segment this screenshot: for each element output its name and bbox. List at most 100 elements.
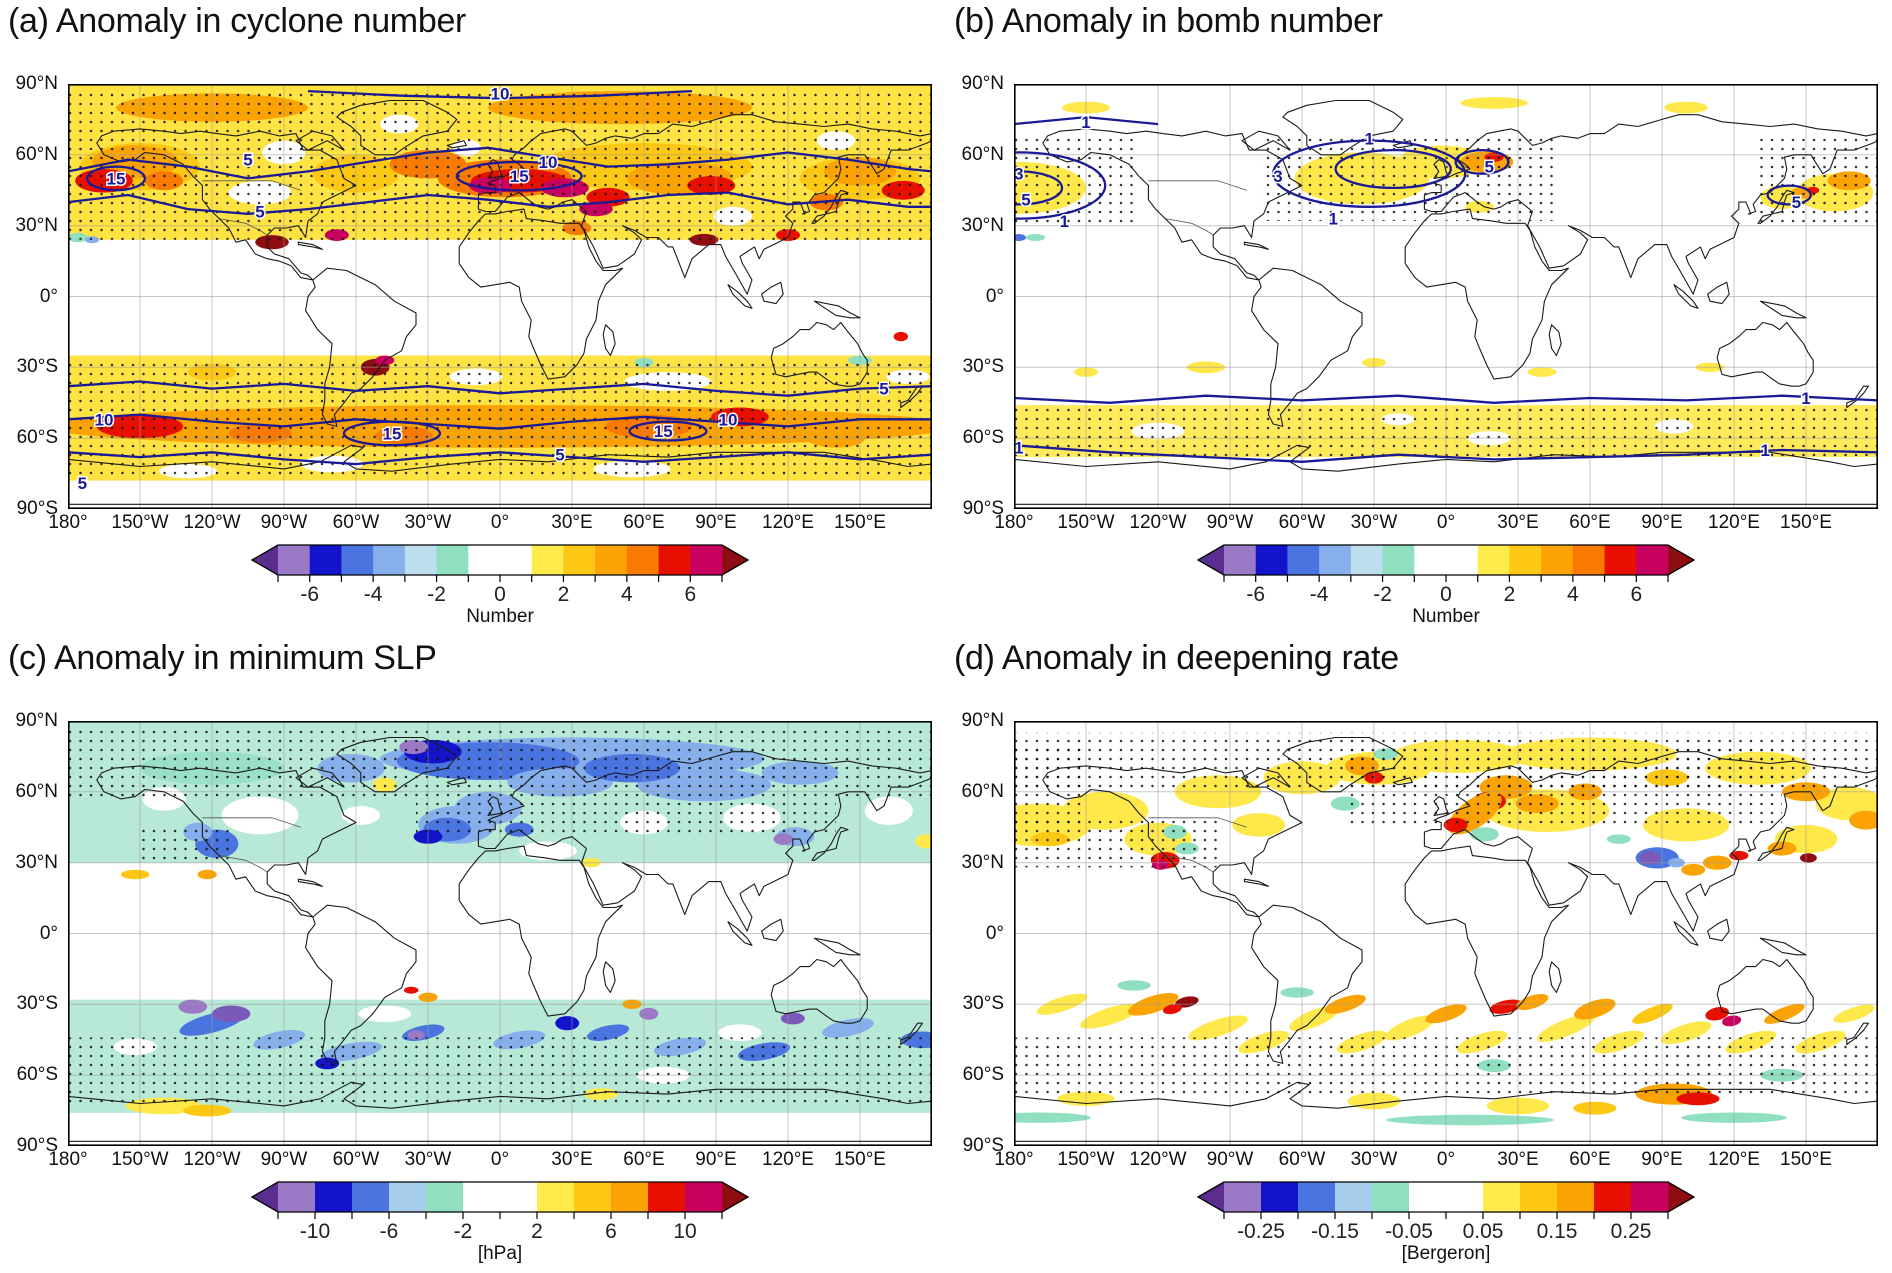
lon-tick-label: 30°E <box>1497 1149 1539 1170</box>
colorbar-tick-label: -0.15 <box>1311 1220 1359 1243</box>
lon-tick-label: 60°W <box>1278 512 1326 533</box>
lon-axis: 180° 150°W 120°W 90°W 60°W 30°W 0° 30°E 60°E 90°E… <box>994 1149 1878 1173</box>
lon-tick-label: 30°E <box>1497 512 1539 533</box>
colorbar-tick-label: 6 <box>605 1220 617 1243</box>
lat-axis: 90°N 60°N 30°N 0° 30°S 60°S 90°S <box>946 710 1008 1156</box>
lat-tick-label: 90°N <box>961 710 1004 731</box>
colorbar-tick-label: -2 <box>1373 583 1392 606</box>
lon-tick-label: 30°W <box>404 1149 452 1170</box>
panel-title: (b) Anomaly in bomb number <box>954 2 1383 40</box>
contour-label: 5 <box>78 474 87 493</box>
map-panel-a: 10 5 15 10 15 5 10 10 15 15 5 5 5 <box>68 84 932 509</box>
contour-label: 5 <box>555 446 564 465</box>
map-panel-b: 1 5 3 3 1 5 1 1 5 1 1 1 <box>1014 84 1878 509</box>
contour-label: 10 <box>719 410 738 429</box>
lon-tick-label: 30°W <box>1350 1149 1398 1170</box>
lon-tick-label: 0° <box>1436 512 1456 533</box>
panel-c: (c) Anomaly in minimum SLP 90°N 60°N 30°N 0… <box>0 637 946 1273</box>
contour-label: 1 <box>1081 113 1090 132</box>
lon-axis: 180° 150°W 120°W 90°W 60°W 30°W 0° 30°E 60°E 90°E… <box>48 512 932 536</box>
colorbar-unit-label: [Bergeron] <box>1401 1243 1491 1264</box>
lon-tick-label: 0° <box>1436 1149 1456 1170</box>
colorbar-tick-label: 0 <box>1440 583 1452 606</box>
contour-label: 10 <box>491 84 510 103</box>
lon-tick-label: 180° <box>48 512 88 533</box>
map-container <box>1014 721 1878 1146</box>
contour-label: 1 <box>1060 212 1069 231</box>
lat-tick-label: 90°N <box>15 710 58 731</box>
colorbar-panel-b: -6 -4 -2 0 2 4 6 <box>1196 544 1696 606</box>
contour-label: 1 <box>1328 210 1337 229</box>
colorbar-tick-label: 0.25 <box>1611 1220 1652 1243</box>
colorbar-panel-a: -6 -4 -2 0 2 4 6 <box>250 544 750 606</box>
colorbar-tick-label: 10 <box>673 1220 696 1243</box>
lon-tick-label: 180° <box>48 1149 88 1170</box>
colorbar-container: -6 -4 -2 0 2 4 6 <box>1196 543 1696 607</box>
contour-label: 1 <box>1801 389 1810 408</box>
colorbar-container: -10 -6 -2 2 6 10 <box>250 1180 750 1244</box>
contour-label: 1 <box>1760 441 1769 460</box>
lat-tick-label: 90°S <box>962 1135 1004 1156</box>
lat-tick-label: 30°N <box>961 851 1004 873</box>
contour-label: 1 <box>1364 129 1373 148</box>
lon-tick-label: 90°W <box>1206 1149 1254 1170</box>
lat-tick-label: 0° <box>39 285 58 307</box>
lon-tick-label: 60°E <box>623 1149 665 1170</box>
colorbar-unit-label: Number <box>466 606 534 627</box>
lon-tick-label: 90°E <box>695 512 737 533</box>
lon-tick-label: 60°E <box>623 512 665 533</box>
lon-tick-label: 120°E <box>762 1149 814 1170</box>
lon-tick-label: 150°W <box>111 512 169 533</box>
lat-tick-label: 60°S <box>962 1064 1004 1086</box>
contour-label: 3 <box>1014 165 1023 184</box>
colorbar-tick-label: -2 <box>427 583 446 606</box>
lon-tick-label: 150°E <box>834 1149 886 1170</box>
lon-tick-label: 60°W <box>332 1149 380 1170</box>
lon-tick-label: 150°E <box>1780 1149 1832 1170</box>
lon-tick-label: 90°W <box>1206 512 1254 533</box>
map-container: 10 5 15 10 15 5 10 10 15 15 5 5 5 <box>68 84 932 509</box>
contour-label: 15 <box>510 167 529 186</box>
map-container: 1 5 3 3 1 5 1 1 5 1 1 1 <box>1014 84 1878 509</box>
lon-tick-label: 90°W <box>260 512 308 533</box>
colorbar-tick-label: -0.05 <box>1385 1220 1433 1243</box>
lat-tick-label: 0° <box>985 922 1004 944</box>
contour-label: 5 <box>1021 191 1030 210</box>
contour-label: 10 <box>95 410 114 429</box>
lon-tick-label: 120°W <box>183 1149 241 1170</box>
colorbar-tick-label: -0.25 <box>1237 1220 1285 1243</box>
colorbar-tick-label: 2 <box>531 1220 543 1243</box>
map-panel-c <box>68 721 932 1146</box>
lat-tick-label: 30°S <box>16 993 58 1015</box>
lon-tick-label: 90°E <box>1641 512 1683 533</box>
contour-label: 15 <box>383 424 402 443</box>
lat-axis: 90°N 60°N 30°N 0° 30°S 60°S 90°S <box>0 710 62 1156</box>
contour-label: 5 <box>255 203 264 222</box>
colorbar-tick-label: 0 <box>494 583 506 606</box>
colorbar-tick-label: 2 <box>558 583 570 606</box>
lat-tick-label: 30°N <box>15 851 58 873</box>
lon-tick-label: 150°E <box>834 512 886 533</box>
colorbar-tick-label: -6 <box>300 583 319 606</box>
contour-label: 5 <box>1792 193 1801 212</box>
contour-label: 5 <box>243 151 252 170</box>
lon-tick-label: 30°W <box>1350 512 1398 533</box>
lon-tick-label: 30°E <box>551 1149 593 1170</box>
colorbar-tick-label: 4 <box>1567 583 1579 606</box>
colorbar-container: -6 -4 -2 0 2 4 6 <box>250 543 750 607</box>
colorbar-panel-c: -10 -6 -2 2 6 10 <box>250 1181 750 1243</box>
contour-label: 10 <box>539 153 558 172</box>
lon-axis: 180° 150°W 120°W 90°W 60°W 30°W 0° 30°E 60°E 90°E… <box>994 512 1878 536</box>
lat-tick-label: 60°N <box>961 780 1004 802</box>
lat-tick-label: 0° <box>39 922 58 944</box>
panel-d: (d) Anomaly in deepening rate 90°N 60°N 30… <box>946 637 1892 1273</box>
lat-tick-label: 60°N <box>961 143 1004 165</box>
contour-label: 15 <box>654 422 673 441</box>
lon-tick-label: 60°E <box>1569 512 1611 533</box>
lat-tick-label: 60°S <box>962 427 1004 449</box>
panel-b: (b) Anomaly in bomb number 90°N 60°N 30°N 0… <box>946 0 1892 636</box>
lat-axis: 90°N 60°N 30°N 0° 30°S 60°S 90°S <box>0 73 62 519</box>
lon-tick-label: 0° <box>490 512 510 533</box>
lat-tick-label: 60°S <box>16 427 58 449</box>
